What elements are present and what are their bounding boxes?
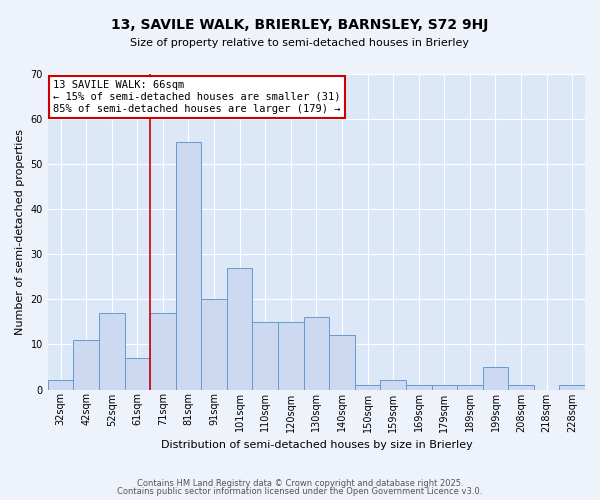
- Bar: [227, 268, 253, 390]
- Bar: [508, 385, 534, 390]
- Bar: [125, 358, 150, 390]
- Text: 13 SAVILE WALK: 66sqm
← 15% of semi-detached houses are smaller (31)
85% of semi: 13 SAVILE WALK: 66sqm ← 15% of semi-deta…: [53, 80, 341, 114]
- Bar: [380, 380, 406, 390]
- Bar: [482, 367, 508, 390]
- Bar: [457, 385, 482, 390]
- Text: Contains HM Land Registry data © Crown copyright and database right 2025.: Contains HM Land Registry data © Crown c…: [137, 478, 463, 488]
- Text: Size of property relative to semi-detached houses in Brierley: Size of property relative to semi-detach…: [131, 38, 470, 48]
- Bar: [253, 322, 278, 390]
- Bar: [278, 322, 304, 390]
- Bar: [431, 385, 457, 390]
- Bar: [201, 300, 227, 390]
- Bar: [99, 313, 125, 390]
- Bar: [73, 340, 99, 390]
- Bar: [48, 380, 73, 390]
- Bar: [150, 313, 176, 390]
- Bar: [355, 385, 380, 390]
- Bar: [176, 142, 201, 390]
- Text: Contains public sector information licensed under the Open Government Licence v3: Contains public sector information licen…: [118, 487, 482, 496]
- Text: 13, SAVILE WALK, BRIERLEY, BARNSLEY, S72 9HJ: 13, SAVILE WALK, BRIERLEY, BARNSLEY, S72…: [112, 18, 488, 32]
- Bar: [559, 385, 585, 390]
- Bar: [406, 385, 431, 390]
- Bar: [304, 318, 329, 390]
- X-axis label: Distribution of semi-detached houses by size in Brierley: Distribution of semi-detached houses by …: [161, 440, 472, 450]
- Y-axis label: Number of semi-detached properties: Number of semi-detached properties: [15, 129, 25, 335]
- Bar: [329, 336, 355, 390]
